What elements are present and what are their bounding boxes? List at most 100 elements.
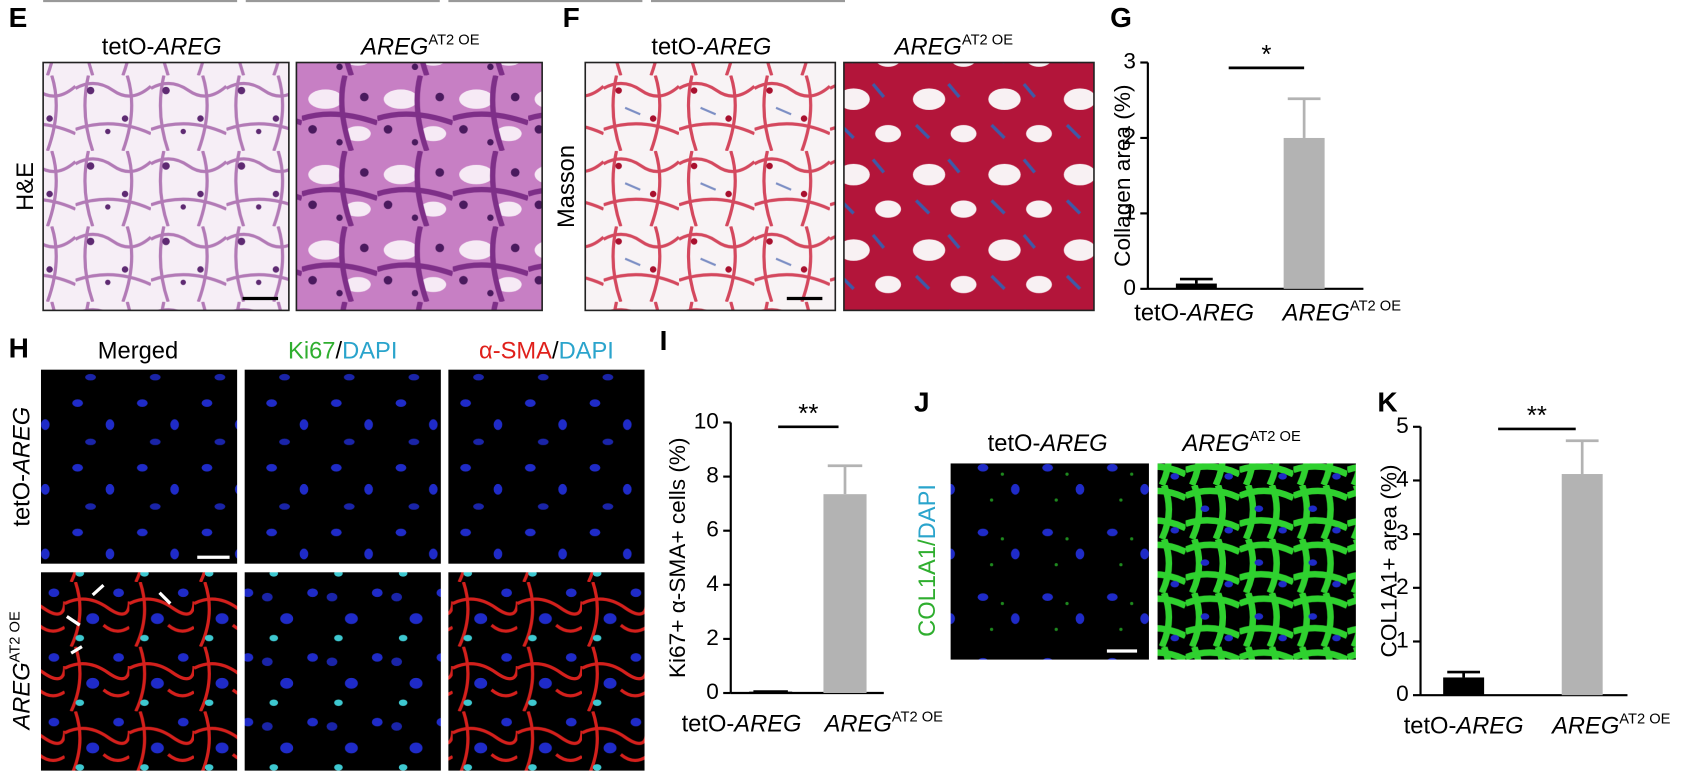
y-tick-label: 0 [1396,681,1409,706]
column-title: Ki67/DAPI [288,339,397,365]
y-tick-label: 3 [1123,48,1136,73]
text-part: AT2 OE [1350,299,1401,315]
text-part: AREG [1185,301,1254,327]
y-tick-label: 3 [1396,520,1409,545]
text-part: AT2 OE [428,32,479,48]
text-part: tetO- [1134,301,1187,327]
text-part: tetO- [10,474,36,527]
y-axis-label: Collagen area (%) [1110,84,1135,266]
micrograph [1157,463,1356,660]
text-part: AT2 OE [1619,711,1670,727]
bar [1283,137,1325,289]
text-part: AT2 OE [962,32,1013,48]
column-title: tetO-AREG [102,35,222,61]
text-part: AREG [152,35,221,61]
text-part: AREG [1281,301,1350,327]
text-part: AREG [1454,714,1523,740]
panel-letter: H [9,333,29,364]
panel-letter: E [9,2,28,33]
text-part: AT2 OE [8,611,24,662]
column-title: tetO-AREG [988,431,1108,457]
column-title: AREGAT2 OE [1180,429,1301,457]
row-label: tetO-AREG [10,407,36,527]
y-tick-label: 2 [1396,574,1409,599]
x-tick-label: tetO-AREG [682,712,802,738]
text-part: AREG [10,662,36,731]
panel-letter: F [563,2,580,33]
text-part: AREG [702,35,771,61]
micrograph [950,463,1149,660]
panel-letter: K [1377,387,1397,418]
y-axis-label: COL1A1+ area (%) [1376,464,1401,657]
x-tick-label: tetO-AREG [1134,301,1254,327]
micrograph [244,369,441,564]
text-part: α-SMA [479,339,552,365]
bar [1175,283,1217,289]
text-part: Ki67 [288,339,335,365]
arrow [158,591,172,605]
text-part: H&E [13,162,39,211]
micrograph [448,369,645,564]
text-part: AREG [10,407,36,476]
y-tick-label: 5 [1396,413,1409,438]
arrow [70,645,83,655]
text-part: tetO- [102,35,155,61]
y-tick-label: 8 [706,463,719,488]
text-part: Masson [554,145,580,228]
text-part: tetO- [651,35,704,61]
text-part: AREG [1180,431,1249,457]
y-tick-label: 0 [706,679,719,704]
x-tick-label: tetO-AREG [1404,714,1524,740]
text-part: tetO- [1404,714,1457,740]
text-part: AREG [1038,431,1107,457]
y-tick-label: 1 [1396,627,1409,652]
bar [823,494,867,694]
row-label: H&E [13,162,39,211]
panel-letter: G [1110,2,1132,33]
micrograph [244,572,441,771]
micrograph [295,61,543,312]
y-tick-label: 4 [1396,466,1409,491]
column-title: α-SMA/DAPI [479,339,614,365]
text-part: / [915,539,941,546]
column-title: tetO-AREG [651,35,771,61]
text-part: tetO- [682,712,735,738]
text-part: AREG [893,35,962,61]
significance-label: ** [1527,402,1547,430]
y-tick-label: 4 [706,571,719,596]
text-part: AT2 OE [892,709,943,725]
micrograph [448,572,645,771]
y-tick-label: 1 [1123,199,1136,224]
text-part: / [336,339,343,365]
text-part: Merged [98,339,178,365]
x-tick-label: AREGAT2 OE [1550,711,1671,739]
y-tick-label: 6 [706,517,719,542]
x-tick-label: AREGAT2 OE [1281,299,1402,327]
arrow [65,615,81,627]
micrograph [843,61,1095,312]
text-part: AREG [823,712,892,738]
micrograph [40,369,238,564]
text-part: AREG [732,712,801,738]
text-part: DAPI [915,484,941,539]
row-label: COL1A1/DAPI [915,484,941,637]
text-part: AREG [1550,714,1619,740]
panel-letter: J [914,387,930,418]
text-part: COL1A1 [915,546,941,637]
text-part: DAPI [559,339,614,365]
significance-label: * [1261,41,1271,69]
y-tick-label: 0 [1123,275,1136,300]
text-part: / [552,339,559,365]
text-part: DAPI [342,339,397,365]
text-part: AREG [359,35,428,61]
significance-label: ** [798,400,818,428]
panel-letter: I [660,325,668,356]
y-tick-label: 2 [706,625,719,650]
y-axis-label: Ki67+ α-SMA+ cells (%) [665,437,690,678]
bar [1561,474,1603,696]
text-part: tetO- [988,431,1041,457]
y-tick-label: 2 [1123,124,1136,149]
micrograph [584,61,837,312]
text-part: AT2 OE [1250,429,1301,445]
